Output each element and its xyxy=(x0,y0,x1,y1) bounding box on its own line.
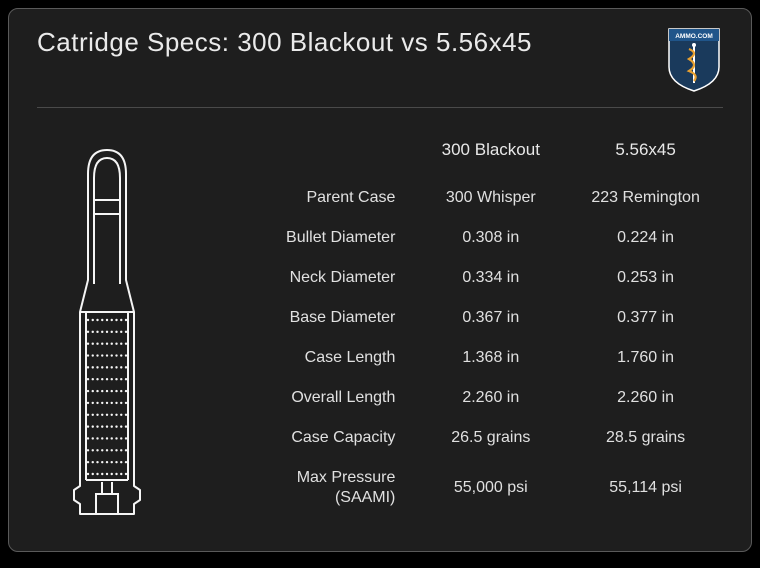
spec-label: Parent Case xyxy=(207,178,413,218)
divider xyxy=(37,107,723,108)
value-b: 223 Remington xyxy=(568,178,723,218)
col-header-a: 300 Blackout xyxy=(413,134,568,178)
table-header-row: 300 Blackout 5.56x45 xyxy=(207,134,723,178)
col-header-spec xyxy=(207,134,413,178)
table-row: Parent Case300 Whisper223 Remington xyxy=(207,178,723,218)
table-row: Neck Diameter0.334 in0.253 in xyxy=(207,258,723,298)
spec-label: Case Capacity xyxy=(207,418,413,458)
ammo-logo-icon: AMMO.COM xyxy=(665,27,723,93)
spec-table: 300 Blackout 5.56x45 Parent Case300 Whis… xyxy=(207,134,723,518)
svg-text:AMMO.COM: AMMO.COM xyxy=(675,33,713,40)
table-row: Bullet Diameter0.308 in0.224 in xyxy=(207,218,723,258)
table-row: Case Capacity26.5 grains28.5 grains xyxy=(207,418,723,458)
spec-label: Case Length xyxy=(207,338,413,378)
value-a: 1.368 in xyxy=(413,338,568,378)
page-title: Catridge Specs: 300 Blackout vs 5.56x45 xyxy=(37,27,532,58)
spec-label: Base Diameter xyxy=(207,298,413,338)
table-row: Max Pressure(SAAMI)55,000 psi55,114 psi xyxy=(207,458,723,518)
spec-label: Bullet Diameter xyxy=(207,218,413,258)
spec-label: Neck Diameter xyxy=(207,258,413,298)
spec-panel: Catridge Specs: 300 Blackout vs 5.56x45 … xyxy=(8,8,752,552)
table-row: Case Length1.368 in1.760 in xyxy=(207,338,723,378)
spec-table-wrap: 300 Blackout 5.56x45 Parent Case300 Whis… xyxy=(177,134,723,524)
value-b: 55,114 psi xyxy=(568,458,723,518)
value-b: 0.377 in xyxy=(568,298,723,338)
value-a: 2.260 in xyxy=(413,378,568,418)
value-a: 0.334 in xyxy=(413,258,568,298)
table-row: Overall Length2.260 in2.260 in xyxy=(207,378,723,418)
value-a: 26.5 grains xyxy=(413,418,568,458)
table-row: Base Diameter0.367 in0.377 in xyxy=(207,298,723,338)
value-b: 0.253 in xyxy=(568,258,723,298)
content-row: 300 Blackout 5.56x45 Parent Case300 Whis… xyxy=(37,134,723,524)
value-b: 28.5 grains xyxy=(568,418,723,458)
col-header-b: 5.56x45 xyxy=(568,134,723,178)
panel-header: Catridge Specs: 300 Blackout vs 5.56x45 … xyxy=(37,27,723,93)
cartridge-illustration xyxy=(37,134,177,524)
value-a: 55,000 psi xyxy=(413,458,568,518)
value-a: 0.308 in xyxy=(413,218,568,258)
value-b: 2.260 in xyxy=(568,378,723,418)
spec-label: Overall Length xyxy=(207,378,413,418)
value-b: 0.224 in xyxy=(568,218,723,258)
value-b: 1.760 in xyxy=(568,338,723,378)
value-a: 300 Whisper xyxy=(413,178,568,218)
value-a: 0.367 in xyxy=(413,298,568,338)
spec-label: Max Pressure(SAAMI) xyxy=(207,458,413,518)
